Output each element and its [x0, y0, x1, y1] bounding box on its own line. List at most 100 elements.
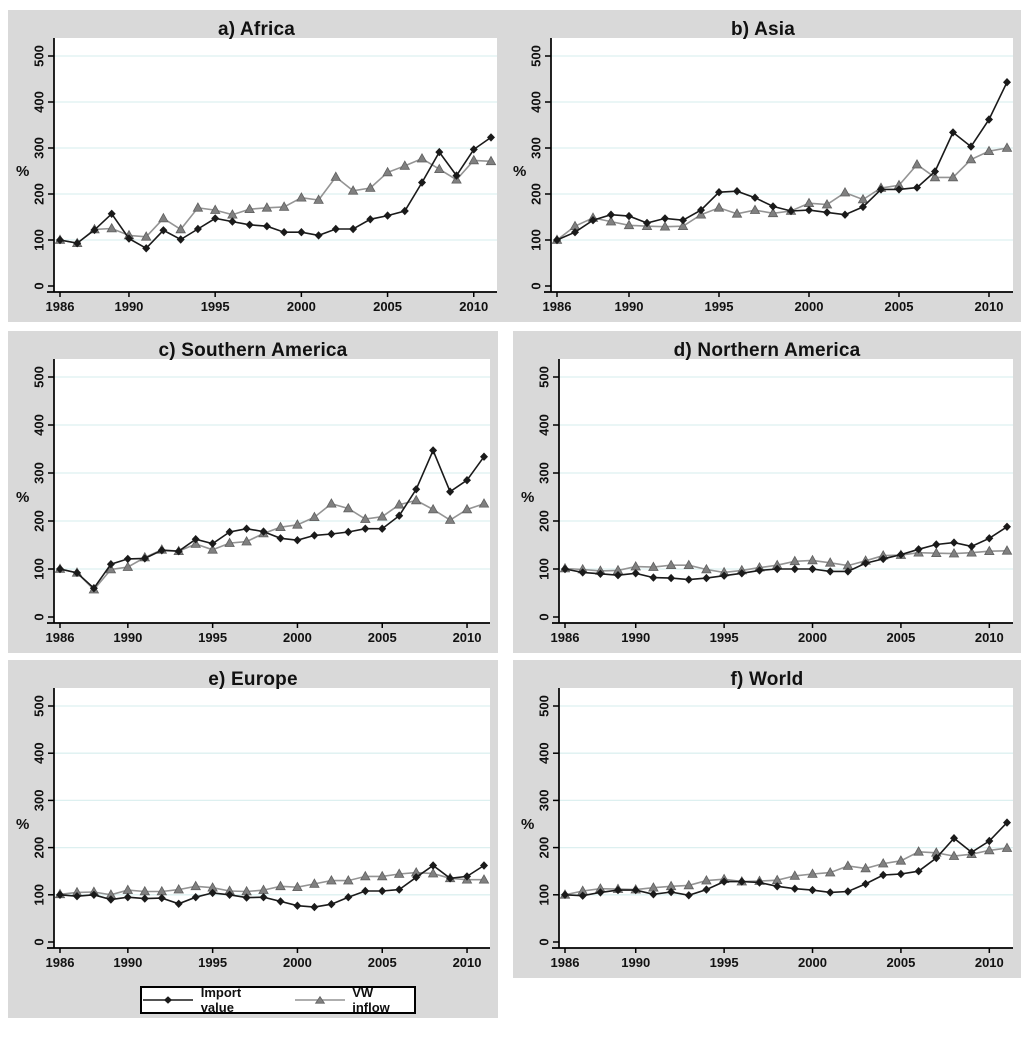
marker-triangle — [173, 883, 184, 894]
x-tick-label: 1995 — [201, 299, 230, 314]
x-tick-label: 2005 — [368, 955, 397, 970]
y-tick-label: 100 — [32, 884, 47, 906]
marker-diamond — [625, 211, 633, 221]
chart-africa: 0 100 200 300 400 500 1986 1990 1995 2000 2005 2010… — [16, 38, 497, 314]
marker-diamond — [73, 239, 82, 248]
legend-item-import-value: Import value — [142, 985, 278, 1015]
marker-triangle — [427, 503, 439, 514]
panel-title-southern-america: c) Southern America — [158, 340, 348, 361]
x-tick-label: 2005 — [886, 630, 915, 645]
y-tick-label: 100 — [537, 558, 552, 580]
marker-diamond — [667, 887, 676, 897]
marker-diamond — [679, 216, 687, 225]
x-tick-label: 2005 — [886, 955, 915, 970]
marker-triangle — [244, 203, 255, 213]
marker-diamond — [805, 205, 813, 215]
x-tick-label: 1986 — [46, 299, 75, 314]
y-tick-label: 300 — [32, 790, 47, 812]
x-tick-label: 1995 — [710, 630, 739, 645]
x-tick-label: 1986 — [551, 630, 580, 645]
marker-triangle — [292, 519, 303, 529]
marker-triangle — [468, 154, 480, 165]
marker-triangle — [140, 231, 152, 241]
marker-diamond — [755, 878, 764, 887]
x-tick-label: 2000 — [283, 955, 312, 970]
y-tick-label: 400 — [32, 414, 47, 436]
legend: Import value VW inflow — [140, 985, 416, 1015]
marker-triangle — [1001, 842, 1013, 852]
marker-diamond — [661, 214, 669, 223]
x-tick-label: 1990 — [113, 630, 142, 645]
legend-label-import-value: Import value — [200, 985, 242, 1015]
series-line — [556, 81, 1008, 241]
x-tick-label: 2000 — [287, 299, 316, 314]
marker-triangle — [677, 220, 689, 230]
y-tick-label: 0 — [529, 282, 544, 289]
marker-diamond — [193, 224, 202, 234]
x-tick-label: 2005 — [373, 299, 402, 314]
marker-diamond — [344, 527, 353, 537]
marker-triangle — [713, 202, 725, 212]
x-tick-label: 2005 — [368, 630, 397, 645]
plot-area — [559, 359, 1013, 623]
plot-area — [54, 38, 497, 292]
x-tick-label: 1995 — [710, 955, 739, 970]
y-tick-label: 400 — [537, 414, 552, 436]
marker-diamond — [418, 178, 426, 187]
x-tick-label: 1995 — [198, 630, 227, 645]
x-tick-label: 1986 — [46, 630, 75, 645]
marker-triangle — [376, 511, 388, 521]
marker-diamond — [571, 228, 579, 237]
x-tick-label: 2000 — [795, 299, 824, 314]
marker-diamond — [383, 211, 392, 220]
x-tick-label: 1990 — [621, 630, 650, 645]
marker-diamond — [125, 234, 133, 243]
y-tick-label: 300 — [529, 137, 544, 159]
y-tick-label: 0 — [32, 613, 47, 620]
y-axis-title: % — [16, 816, 29, 833]
plot-area — [54, 688, 490, 948]
marker-triangle — [478, 874, 490, 884]
y-tick-label: 300 — [32, 462, 47, 484]
x-tick-label: 1995 — [198, 955, 227, 970]
marker-diamond — [331, 224, 340, 234]
marker-diamond — [720, 877, 729, 886]
x-tick-label: 2010 — [459, 299, 488, 314]
plot-area — [54, 359, 490, 623]
y-tick-label: 0 — [537, 938, 552, 945]
marker-triangle — [175, 223, 186, 234]
marker-triangle — [343, 874, 354, 885]
chart-world: 0 100 200 300 400 500 1986 1990 1995 2000 2005 2010… — [521, 688, 1013, 970]
x-tick-label: 2010 — [453, 630, 482, 645]
marker-diamond — [649, 573, 658, 582]
marker-diamond — [790, 564, 799, 574]
marker-triangle — [948, 547, 960, 558]
marker-diamond — [435, 147, 444, 157]
marker-diamond — [487, 133, 495, 142]
y-tick-label: 500 — [32, 366, 47, 388]
marker-diamond — [715, 188, 723, 197]
marker-diamond — [400, 206, 409, 216]
marker-diamond — [578, 568, 587, 577]
marker-diamond — [106, 895, 115, 904]
marker-diamond — [737, 877, 746, 886]
marker-triangle — [984, 844, 995, 855]
marker-diamond — [228, 217, 237, 226]
marker-triangle — [665, 559, 677, 569]
marker-diamond — [751, 193, 759, 202]
chart-europe: 0 100 200 300 400 500 1986 1990 1995 2000 2005 2010… — [16, 688, 490, 970]
x-tick-label: 1990 — [113, 955, 142, 970]
marker-triangle — [913, 846, 924, 856]
x-tick-label: 2000 — [283, 630, 312, 645]
marker-diamond — [90, 225, 99, 235]
marker-diamond — [808, 564, 817, 574]
marker-diamond — [446, 487, 455, 496]
y-tick-label: 200 — [32, 837, 47, 859]
marker-triangle — [275, 880, 286, 891]
marker-diamond — [463, 476, 471, 485]
y-tick-label: 300 — [537, 790, 552, 812]
marker-diamond — [859, 202, 867, 212]
x-tick-label: 1986 — [543, 299, 572, 314]
marker-diamond — [787, 206, 795, 216]
marker-triangle — [860, 862, 871, 873]
